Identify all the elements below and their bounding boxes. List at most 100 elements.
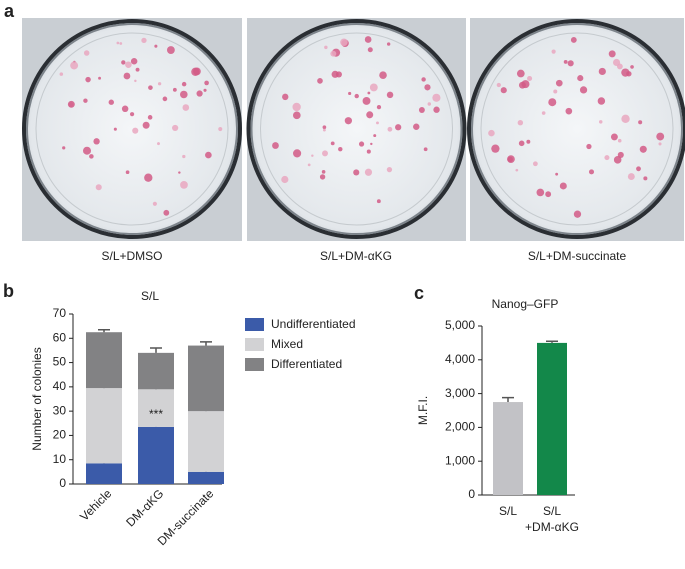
colony bbox=[387, 42, 391, 46]
x-tick-label-line: S/L bbox=[543, 504, 561, 518]
y-axis-label: Number of colonies bbox=[30, 347, 44, 450]
colony bbox=[166, 46, 175, 54]
colony bbox=[311, 154, 314, 157]
error-bar bbox=[150, 347, 162, 353]
colony bbox=[597, 97, 606, 105]
colony bbox=[387, 126, 393, 132]
colony bbox=[376, 121, 379, 125]
colony bbox=[281, 175, 289, 184]
colony bbox=[362, 97, 371, 105]
colony bbox=[180, 90, 188, 99]
colony bbox=[366, 111, 374, 119]
bar-segment bbox=[138, 352, 174, 390]
colony bbox=[386, 166, 393, 173]
colony bbox=[307, 163, 311, 167]
y-tick-label: 20 bbox=[53, 428, 67, 442]
colony bbox=[85, 76, 91, 83]
dish bbox=[250, 23, 463, 235]
colony bbox=[621, 68, 630, 77]
colony bbox=[630, 65, 634, 69]
colony bbox=[59, 72, 64, 76]
colony bbox=[559, 182, 567, 190]
bar-segment bbox=[188, 345, 224, 412]
y-tick-label: 0 bbox=[59, 476, 66, 490]
colony bbox=[330, 141, 335, 146]
colony bbox=[579, 86, 588, 94]
colony bbox=[386, 91, 394, 99]
photo-caption: S/L+DMSO bbox=[101, 249, 162, 263]
colony bbox=[132, 127, 139, 134]
colony bbox=[191, 67, 200, 76]
photo-caption: S/L+DM-succinate bbox=[528, 249, 627, 263]
dish-rim bbox=[246, 19, 467, 239]
colony bbox=[367, 47, 373, 53]
colony bbox=[322, 128, 326, 132]
colony bbox=[570, 37, 577, 43]
colony bbox=[178, 171, 181, 174]
colony bbox=[152, 201, 157, 206]
colony bbox=[367, 91, 371, 95]
colony bbox=[83, 50, 90, 56]
colony bbox=[172, 87, 177, 92]
dish-inner bbox=[260, 32, 453, 226]
colony bbox=[376, 105, 382, 110]
colony bbox=[423, 147, 428, 152]
colony bbox=[82, 146, 92, 155]
colony bbox=[116, 41, 120, 45]
colony bbox=[147, 115, 153, 120]
colony bbox=[366, 149, 371, 154]
x-tick-label: S/L +DM-αKG bbox=[525, 504, 579, 534]
colony bbox=[180, 180, 188, 189]
colony bbox=[123, 72, 131, 80]
colony bbox=[163, 209, 170, 216]
colony bbox=[95, 184, 102, 191]
colony bbox=[364, 168, 373, 176]
colony bbox=[330, 50, 337, 57]
colony bbox=[586, 143, 592, 150]
x-tick-label-line: +DM-αKG bbox=[525, 520, 579, 534]
colony bbox=[395, 124, 402, 131]
dish-rim bbox=[22, 19, 242, 239]
colony bbox=[321, 170, 326, 174]
colony bbox=[638, 120, 643, 125]
colony bbox=[599, 120, 603, 124]
colony bbox=[89, 154, 94, 159]
colony bbox=[353, 169, 360, 176]
legend-label: Undifferentiated bbox=[271, 317, 356, 331]
colony bbox=[134, 79, 137, 83]
colony bbox=[358, 141, 365, 147]
y-tick-label: 2,000 bbox=[445, 420, 475, 434]
colony bbox=[526, 139, 531, 144]
colony bbox=[639, 145, 647, 153]
colony bbox=[338, 146, 343, 152]
colony bbox=[612, 58, 621, 67]
colony bbox=[322, 150, 328, 157]
y-tick-label: 10 bbox=[53, 452, 67, 466]
colony bbox=[125, 61, 132, 69]
colony bbox=[205, 151, 212, 159]
colony bbox=[551, 49, 556, 54]
y-tick-label: 4,000 bbox=[445, 352, 475, 366]
colony bbox=[656, 132, 665, 141]
colony bbox=[617, 138, 622, 143]
colony bbox=[344, 117, 353, 125]
colony bbox=[93, 138, 100, 145]
colony bbox=[433, 106, 440, 113]
colony bbox=[182, 154, 186, 159]
colony bbox=[373, 134, 377, 138]
colony bbox=[348, 91, 352, 96]
colony bbox=[588, 169, 595, 175]
colony bbox=[317, 78, 323, 84]
colony bbox=[142, 121, 150, 129]
colony bbox=[98, 76, 101, 80]
y-tick-label: 30 bbox=[53, 403, 67, 417]
legend-label: Mixed bbox=[271, 337, 303, 351]
legend-label: Differentiated bbox=[271, 357, 342, 371]
bar-segment bbox=[86, 388, 122, 464]
colony bbox=[181, 81, 187, 87]
colony bbox=[121, 60, 126, 65]
colony bbox=[617, 151, 624, 158]
colony bbox=[340, 38, 348, 47]
colony bbox=[293, 149, 302, 158]
y-tick-label: 60 bbox=[53, 330, 67, 344]
